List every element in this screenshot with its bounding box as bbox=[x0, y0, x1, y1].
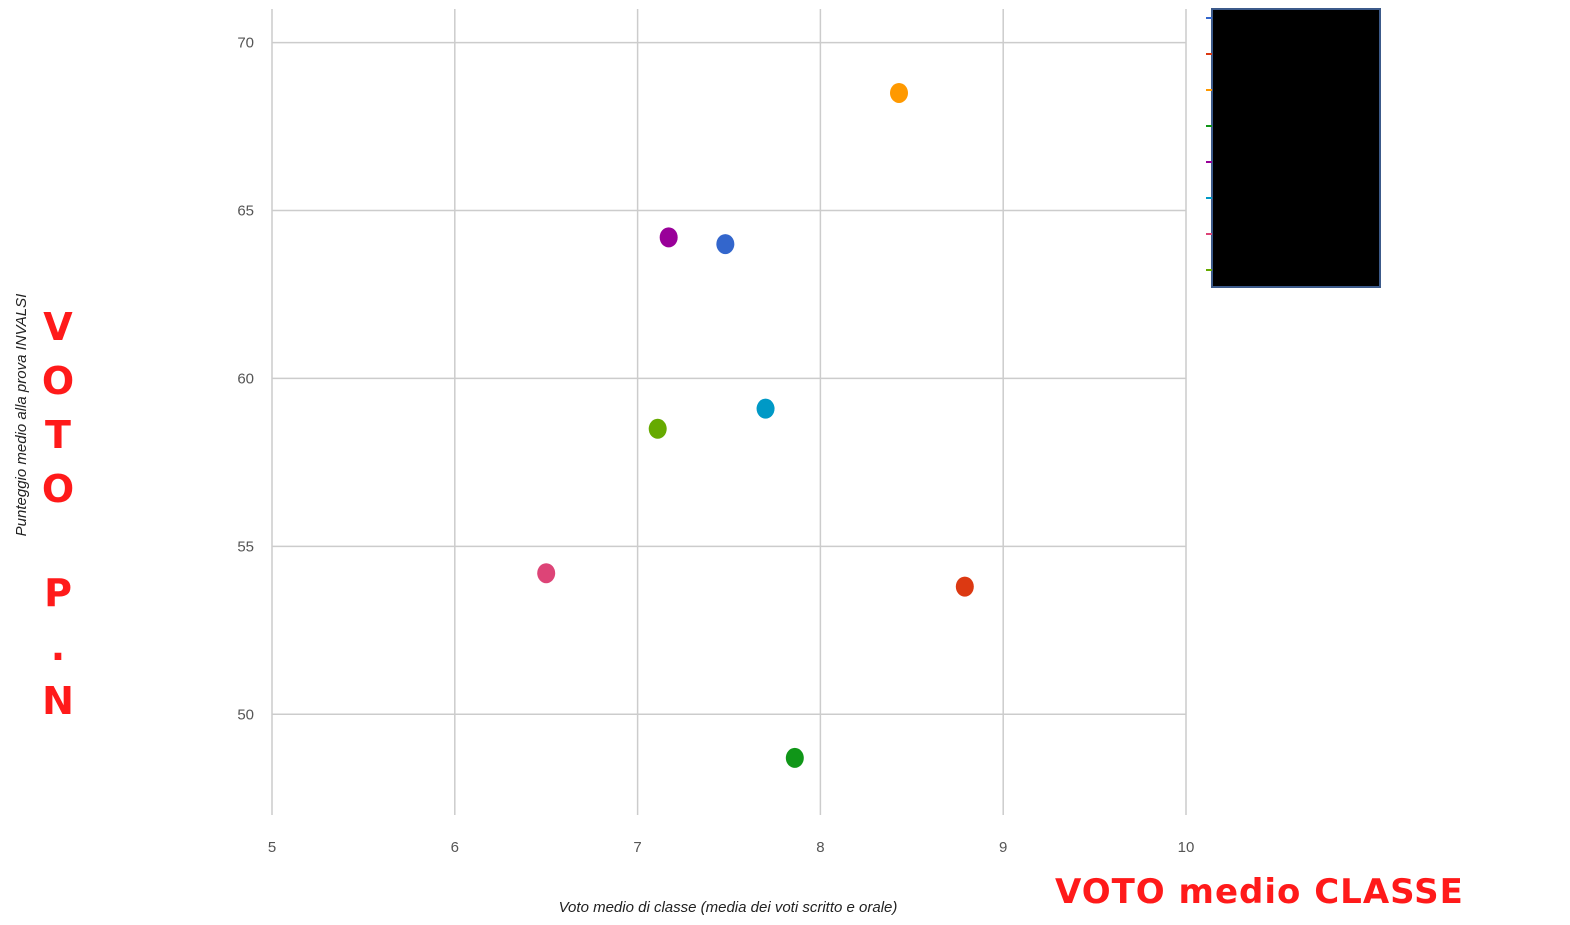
scatter-point bbox=[537, 563, 556, 584]
y-overlay-letter: P bbox=[44, 571, 72, 615]
x-axis-title: Voto medio di classe (media dei voti scr… bbox=[559, 899, 898, 916]
y-overlay-letter: . bbox=[50, 625, 66, 669]
y-tick-label: 70 bbox=[237, 35, 254, 52]
x-tick-label: 7 bbox=[633, 839, 641, 856]
scatter-point bbox=[955, 576, 974, 597]
y-overlay-letter: O bbox=[41, 359, 75, 403]
y-axis-title: Punteggio medio alla prova INVALSI bbox=[13, 294, 30, 537]
y-tick-label: 65 bbox=[237, 203, 254, 220]
y-overlay-letter: N bbox=[42, 679, 74, 723]
y-overlay-letter: V bbox=[43, 305, 73, 349]
scatter-point bbox=[890, 82, 909, 103]
x-tick-label: 5 bbox=[268, 839, 276, 856]
x-tick-label: 10 bbox=[1178, 839, 1195, 856]
grid-lines bbox=[271, 9, 1187, 815]
scatter-point bbox=[716, 234, 735, 255]
scatter-point bbox=[659, 227, 678, 248]
scatter-point bbox=[648, 418, 667, 439]
data-points bbox=[537, 82, 974, 768]
x-overlay-caption: VOTO medio CLASSE bbox=[1055, 872, 1464, 912]
y-tick-label: 50 bbox=[237, 706, 254, 723]
y-tick-label: 60 bbox=[237, 370, 254, 387]
x-tick-label: 8 bbox=[816, 839, 824, 856]
legend-redaction-box bbox=[1211, 8, 1381, 288]
x-tick-label: 6 bbox=[451, 839, 459, 856]
legend bbox=[1206, 8, 1381, 288]
y-tick-label: 55 bbox=[237, 538, 254, 555]
tick-labels: 5 6 7 8 9 10 50 55 60 65 70 bbox=[237, 35, 1194, 856]
y-overlay-letter: O bbox=[41, 467, 75, 511]
x-tick-label: 9 bbox=[999, 839, 1007, 856]
scatter-point bbox=[785, 747, 804, 768]
y-overlay-letter: T bbox=[45, 413, 71, 457]
scatter-point bbox=[756, 398, 775, 419]
